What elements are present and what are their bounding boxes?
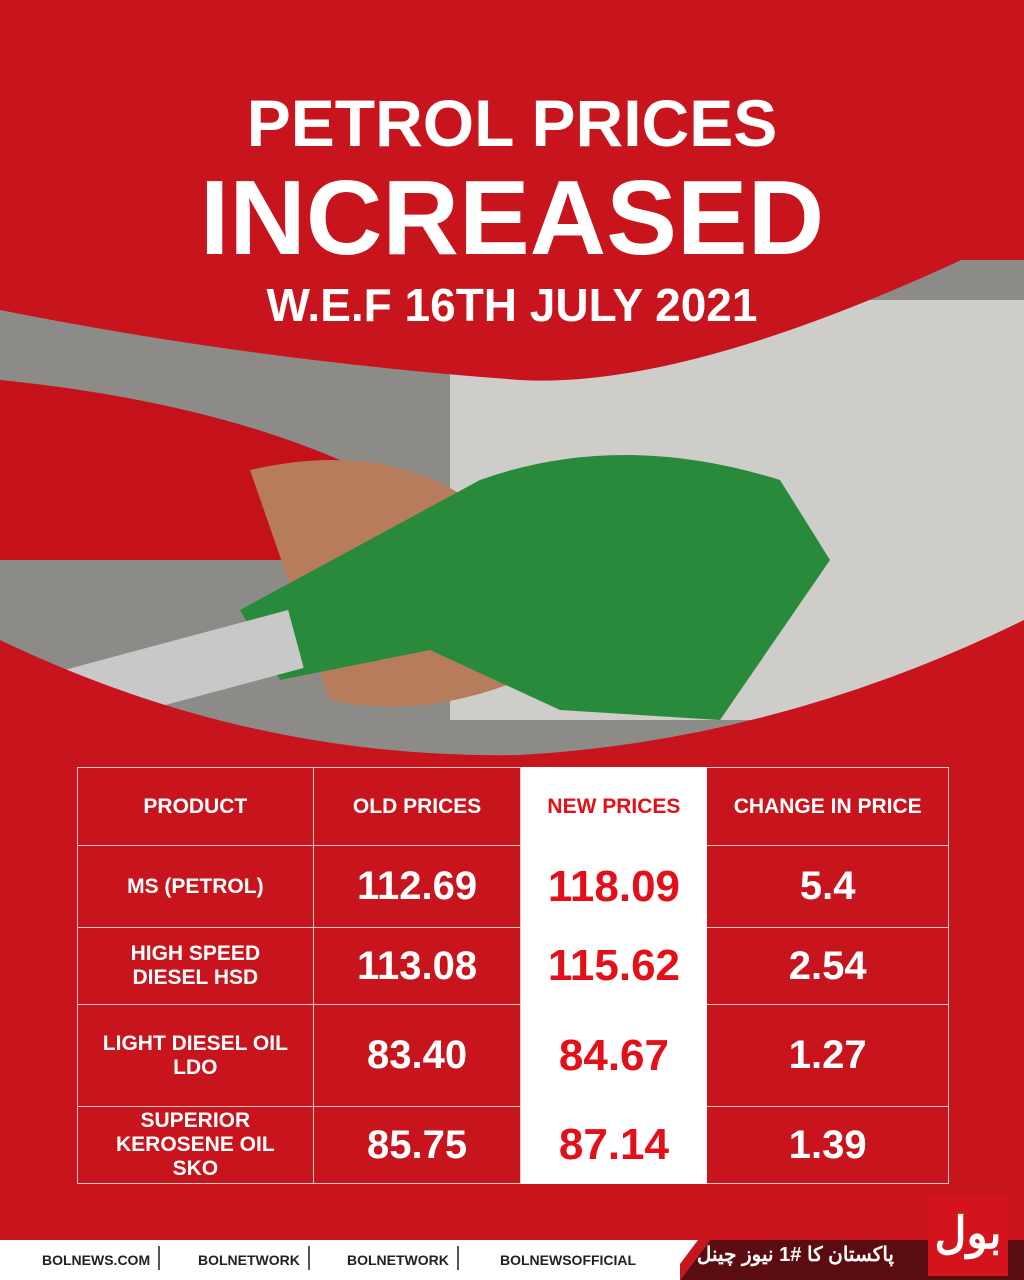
product-cell: LIGHT DIESEL OIL LDO — [77, 1004, 314, 1107]
product-cell: HIGH SPEED DIESEL HSD — [77, 927, 314, 1005]
title-line1: PETROL PRICES — [246, 86, 778, 160]
price-cell: 85.75 — [312, 1106, 522, 1184]
product-cell: SUPERIOR KEROSENE OIL SKO — [77, 1106, 314, 1184]
footer-link[interactable]: BOLNEWSOFFICIAL — [500, 1252, 637, 1268]
price-cell: 87.14 — [520, 1106, 708, 1184]
price-cell: 5.4 — [706, 845, 949, 928]
logo: بول — [928, 1196, 1008, 1276]
price-table: PRODUCT OLD PRICES NEW PRICES CHANGE IN PRI… — [77, 767, 949, 1184]
table-row: LIGHT DIESEL OIL LDO 83.40 84.67 1.27 — [77, 1004, 949, 1107]
table-row: SUPERIOR KEROSENE OIL SKO 85.75 87.14 1.39 — [77, 1106, 949, 1184]
column-header: OLD PRICES — [312, 767, 522, 846]
price-cell: 2.54 — [706, 927, 949, 1005]
product-cell: MS (PETROL) — [77, 845, 314, 928]
separator — [158, 1246, 160, 1270]
price-cell: 115.62 — [520, 927, 708, 1005]
price-cell: 118.09 — [520, 845, 708, 928]
tagline: پاکستان کا #1 نیوز چینل — [696, 1244, 894, 1266]
table-row: HIGH SPEED DIESEL HSD 113.08 115.62 2.54 — [77, 927, 949, 1005]
footer-link[interactable]: BOLNETWORK — [198, 1252, 300, 1268]
price-cell: 83.40 — [312, 1004, 522, 1107]
price-cell: 112.69 — [312, 845, 522, 928]
price-cell: 113.08 — [312, 927, 522, 1005]
header-row: PRODUCT OLD PRICES NEW PRICES CHANGE IN PRI… — [77, 767, 949, 846]
footer-link[interactable]: BOLNEWS.COM — [42, 1252, 151, 1268]
table-row: MS (PETROL) 112.69 118.09 5.4 — [77, 845, 949, 928]
price-cell: 84.67 — [520, 1004, 708, 1107]
column-header: NEW PRICES — [520, 767, 708, 846]
title-line2: INCREASED — [199, 159, 825, 277]
separator — [308, 1246, 310, 1270]
footer-link[interactable]: BOLNETWORK — [347, 1252, 449, 1268]
column-header: CHANGE IN PRICE — [706, 767, 949, 846]
separator — [457, 1246, 459, 1270]
column-header: PRODUCT — [77, 767, 314, 846]
subtitle: W.E.F 16TH JULY 2021 — [266, 279, 758, 331]
price-cell: 1.39 — [706, 1106, 949, 1184]
price-cell: 1.27 — [706, 1004, 949, 1107]
